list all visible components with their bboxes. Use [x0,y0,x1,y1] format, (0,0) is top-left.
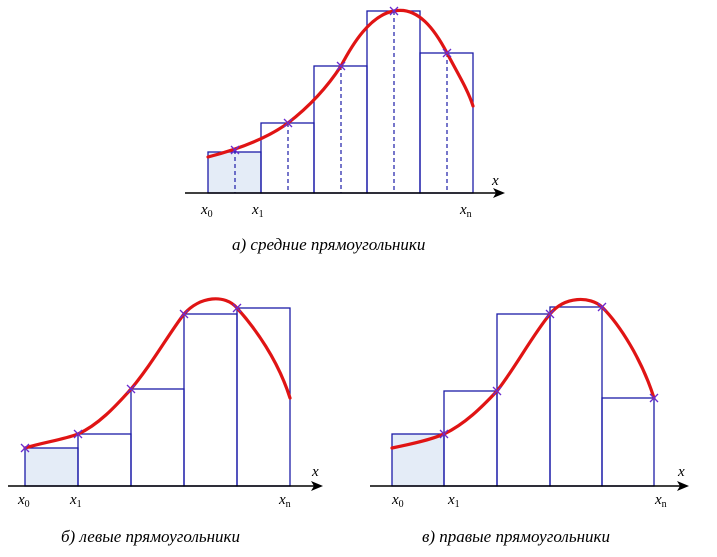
rect-b-1 [24,447,79,487]
rect-b-4 [183,313,238,487]
rect-b-3 [130,388,185,487]
x-axis-arrow-icon [493,188,505,198]
caption-b: б) левые прямоугольники [61,527,240,546]
tick-label-x0: x0 [200,202,213,220]
axis-label-x: x [311,464,319,480]
left-point-marker [126,384,136,394]
tick-label-x1: x1 [447,492,460,510]
caption-c: в) правые прямоугольники [422,527,610,546]
tick-label-xn: xn [459,202,472,220]
function-curve [23,297,292,450]
midpoint-marker [389,6,399,16]
rect-b-2 [77,433,132,487]
tick-label-xn: xn [278,492,291,510]
panel-a: x x0 x1 xn а) средние прямоугольники [185,6,505,254]
midpoint-marker [230,145,240,155]
rect-c-4 [549,306,603,487]
left-point-marker [179,309,189,319]
tick-label-x1: x1 [69,492,82,510]
left-point-marker [20,443,30,453]
right-point-marker [545,309,555,319]
midpoint-marker [336,61,346,71]
rect-c-3 [496,313,551,487]
midpoint-marker [442,48,452,58]
left-point-marker [73,429,83,439]
axis-label-x: x [677,464,685,480]
function-curve [390,297,656,450]
right-point-marker [439,429,449,439]
rect-b-5 [236,307,291,487]
tick-label-xn: xn [654,492,667,510]
x-axis-arrow-icon [677,481,689,491]
tick-label-x0: x0 [391,492,404,510]
tick-label-x1: x1 [251,202,264,220]
x-axis-arrow-icon [311,481,323,491]
right-point-marker [492,386,502,396]
panel-b: x x0 x1 xn б) левые прямоугольники [8,297,323,546]
midpoint-marker [283,118,293,128]
rect-c-2 [443,390,498,487]
right-point-marker [597,302,607,312]
rect-c-5 [601,397,655,487]
right-point-marker [649,393,659,403]
caption-a: а) средние прямоугольники [232,235,425,254]
panel-c: x x0 x1 xn в) правые прямоугольники [370,297,689,546]
left-point-marker [232,303,242,313]
tick-label-x0: x0 [17,492,30,510]
axis-label-x: x [491,173,499,189]
